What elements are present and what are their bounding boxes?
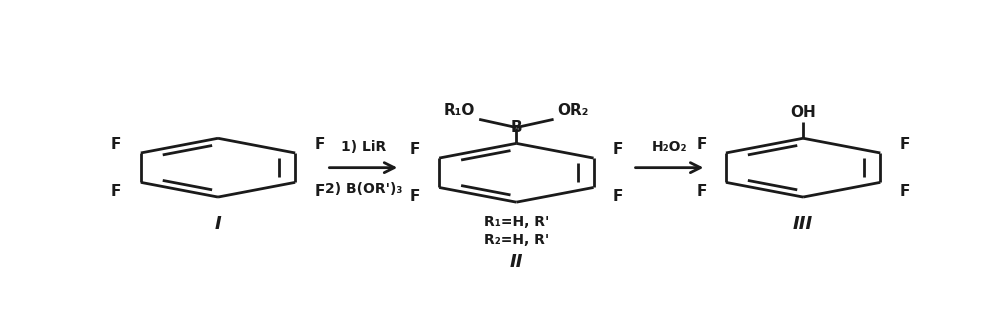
- Text: F: F: [696, 137, 707, 152]
- Text: I: I: [215, 215, 221, 233]
- Text: R₁O: R₁O: [444, 103, 475, 118]
- Text: F: F: [409, 189, 420, 204]
- Text: III: III: [793, 215, 813, 233]
- Text: F: F: [696, 184, 707, 199]
- Text: 2) B(OR')₃: 2) B(OR')₃: [325, 182, 402, 196]
- Text: F: F: [111, 184, 121, 199]
- Text: R₁=H, R': R₁=H, R': [484, 215, 549, 229]
- Text: F: F: [315, 184, 325, 199]
- Text: OR₂: OR₂: [557, 103, 589, 118]
- Text: F: F: [409, 142, 420, 157]
- Text: F: F: [613, 142, 623, 157]
- Text: B: B: [511, 120, 522, 135]
- Text: F: F: [613, 189, 623, 204]
- Text: II: II: [510, 253, 523, 271]
- Text: R₂=H, R': R₂=H, R': [484, 233, 549, 247]
- Text: F: F: [900, 184, 910, 199]
- Text: H₂O₂: H₂O₂: [652, 139, 687, 154]
- Text: 1) LiR: 1) LiR: [341, 139, 386, 154]
- Text: F: F: [315, 137, 325, 152]
- Text: F: F: [900, 137, 910, 152]
- Text: OH: OH: [790, 105, 816, 121]
- Text: F: F: [111, 137, 121, 152]
